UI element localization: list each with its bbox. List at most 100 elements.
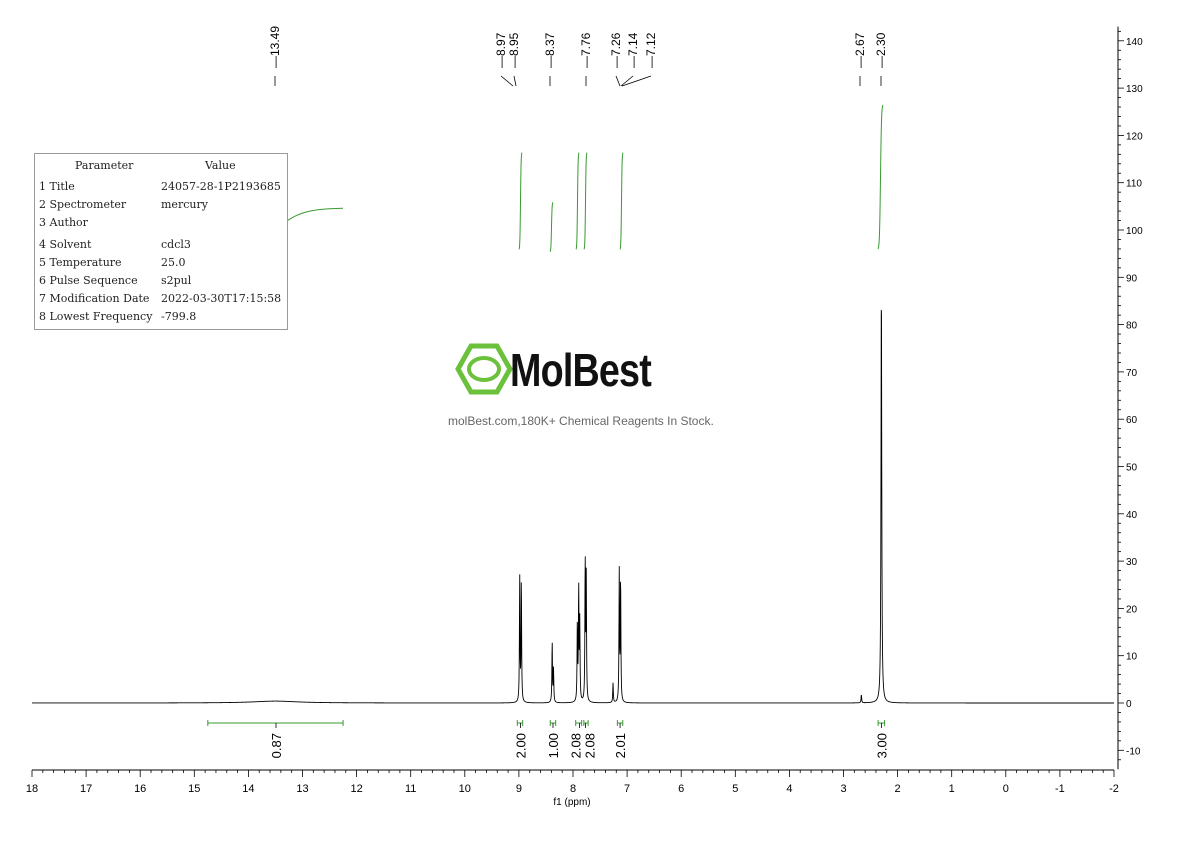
x-tick-label: 14 — [242, 783, 254, 795]
y-tick-label: 100 — [1126, 226, 1143, 237]
parameter-value: 2022-03-30T17:15:58 — [161, 292, 282, 305]
parameter-row: 7 Modification Date 2022-03-30T17:15:58 — [39, 292, 287, 308]
x-tick-label: 8 — [570, 783, 576, 795]
y-tick-label: 110 — [1126, 179, 1142, 190]
peak-label: —7.26 — [609, 32, 623, 68]
peak-label: —8.37 — [543, 32, 557, 68]
x-tick-label: 1 — [949, 783, 955, 795]
integral-value: 2.00 — [514, 733, 529, 758]
peak-label-leader — [513, 75, 517, 87]
integral-value: 2.08 — [568, 733, 583, 758]
parameter-value: cdcl3 — [161, 238, 191, 251]
parameter-value: -799.8 — [161, 310, 197, 323]
peak-label: —2.67 — [853, 32, 867, 68]
x-tick-label: 0 — [1003, 783, 1009, 795]
parameter-value: 24057-28-1P2193685 — [161, 180, 281, 193]
parameter-key: 4 Solvent — [39, 238, 92, 251]
peak-label: —2.30 — [874, 32, 888, 68]
x-tick-label: 4 — [786, 783, 792, 795]
parameter-key: 3 Author — [39, 216, 88, 229]
y-tick-label: 70 — [1126, 368, 1138, 379]
integral-curve — [518, 152, 523, 250]
spectrum-line — [32, 309, 1114, 704]
y-tick-label: 40 — [1126, 510, 1138, 521]
parameter-key: 6 Pulse Sequence — [39, 274, 138, 287]
x-tick-label: 6 — [678, 783, 684, 795]
molbest-logo-icon — [455, 343, 513, 395]
y-tick-label: 80 — [1126, 321, 1138, 332]
y-tick-label: 10 — [1126, 652, 1138, 663]
integral-value: 3.00 — [874, 733, 889, 758]
integral-curve — [549, 202, 554, 252]
parameter-row: 8 Lowest Frequency -799.8 — [39, 310, 287, 326]
x-tick-label: 7 — [624, 783, 630, 795]
parameter-value: s2pul — [161, 274, 192, 287]
y-tick-label: 20 — [1126, 604, 1138, 615]
x-tick-label: 10 — [459, 783, 471, 795]
y-tick-label: 30 — [1126, 557, 1138, 568]
value-column-header: Value — [205, 159, 236, 172]
y-tick-label: 50 — [1126, 463, 1138, 474]
y-tick-label: 60 — [1126, 415, 1138, 426]
integral-curve — [877, 104, 884, 250]
peak-label: —8.95 — [507, 32, 521, 68]
integral-bars: 0.87 2.00 1.00 2.082.08 2.01 3.00 — [207, 720, 889, 758]
parameter-row: 1 Title 24057-28-1P2193685 — [39, 180, 287, 196]
y-tick-label: 0 — [1126, 699, 1132, 710]
peak-label-leader — [620, 75, 634, 87]
peak-label: —7.76 — [579, 32, 593, 68]
parameter-table-header: Parameter Value — [35, 159, 287, 173]
parameter-key: 2 Spectrometer — [39, 198, 127, 211]
parameter-key: 5 Temperature — [39, 256, 122, 269]
x-tick-label: 16 — [134, 783, 146, 795]
integral-curve — [583, 152, 588, 250]
integral-curve — [575, 152, 580, 250]
y-tick-label: -10 — [1126, 746, 1141, 757]
y-tick-label: 130 — [1126, 84, 1143, 95]
x-tick-label: 17 — [80, 783, 92, 795]
x-tick-label: 5 — [732, 783, 738, 795]
x-tick-label: 18 — [26, 783, 38, 795]
parameter-value: mercury — [161, 198, 208, 211]
x-tick-label: 15 — [188, 783, 200, 795]
x-tick-label: 12 — [350, 783, 362, 795]
y-tick-label: 90 — [1126, 273, 1138, 284]
peak-label-leader — [500, 75, 514, 87]
parameter-column-header: Parameter — [75, 159, 134, 172]
x-tick-label: 9 — [516, 783, 522, 795]
parameter-key: 1 Title — [39, 180, 75, 193]
peak-label: —7.12 — [644, 32, 658, 68]
integral-curves — [207, 104, 884, 252]
parameter-key: 8 Lowest Frequency — [39, 310, 153, 323]
logo-wordmark: MolBest — [510, 344, 652, 396]
peak-label-leader — [615, 75, 621, 87]
peak-label: —8.97 — [494, 32, 508, 68]
parameter-table: Parameter Value 1 Title 24057-28-1P219368… — [34, 153, 288, 330]
peak-label: —13.49 — [268, 26, 282, 68]
parameter-row: 5 Temperature 25.0 — [39, 256, 287, 272]
parameter-row: 4 Solvent cdcl3 — [39, 238, 287, 254]
parameter-key: 7 Modification Date — [39, 292, 150, 305]
peak-label-leader — [621, 75, 652, 87]
spectrum-trace — [32, 309, 1114, 704]
integral-value: 2.08 — [582, 733, 597, 758]
peak-label: —7.14 — [626, 32, 640, 68]
x-tick-label: 11 — [405, 783, 416, 795]
y-tick-label: 140 — [1126, 37, 1143, 48]
x-axis: 18 17 16 15 14 13 12 11 10 9 8 7 6 5 4 3 2 1 0 -1 -2 — [26, 769, 1119, 795]
y-tick-label: 120 — [1126, 131, 1143, 142]
integral-value: 0.87 — [269, 733, 284, 758]
x-axis-label: f1 (ppm) — [553, 797, 590, 808]
parameter-row: 3 Author — [39, 216, 287, 232]
parameter-value: 25.0 — [161, 256, 186, 269]
integral-value: 1.00 — [546, 733, 561, 758]
x-tick-label: -1 — [1055, 783, 1065, 795]
integral-value: 2.01 — [613, 733, 628, 758]
x-tick-label: 13 — [296, 783, 308, 795]
x-tick-label: 2 — [895, 783, 901, 795]
integral-curve — [619, 152, 624, 250]
x-tick-label: 3 — [840, 783, 846, 795]
peak-labels: —13.49 —8.97 —8.95 —8.37 —7.76 —7.26 —7.14 —7.1… — [268, 26, 888, 87]
parameter-row: 6 Pulse Sequence s2pul — [39, 274, 287, 290]
